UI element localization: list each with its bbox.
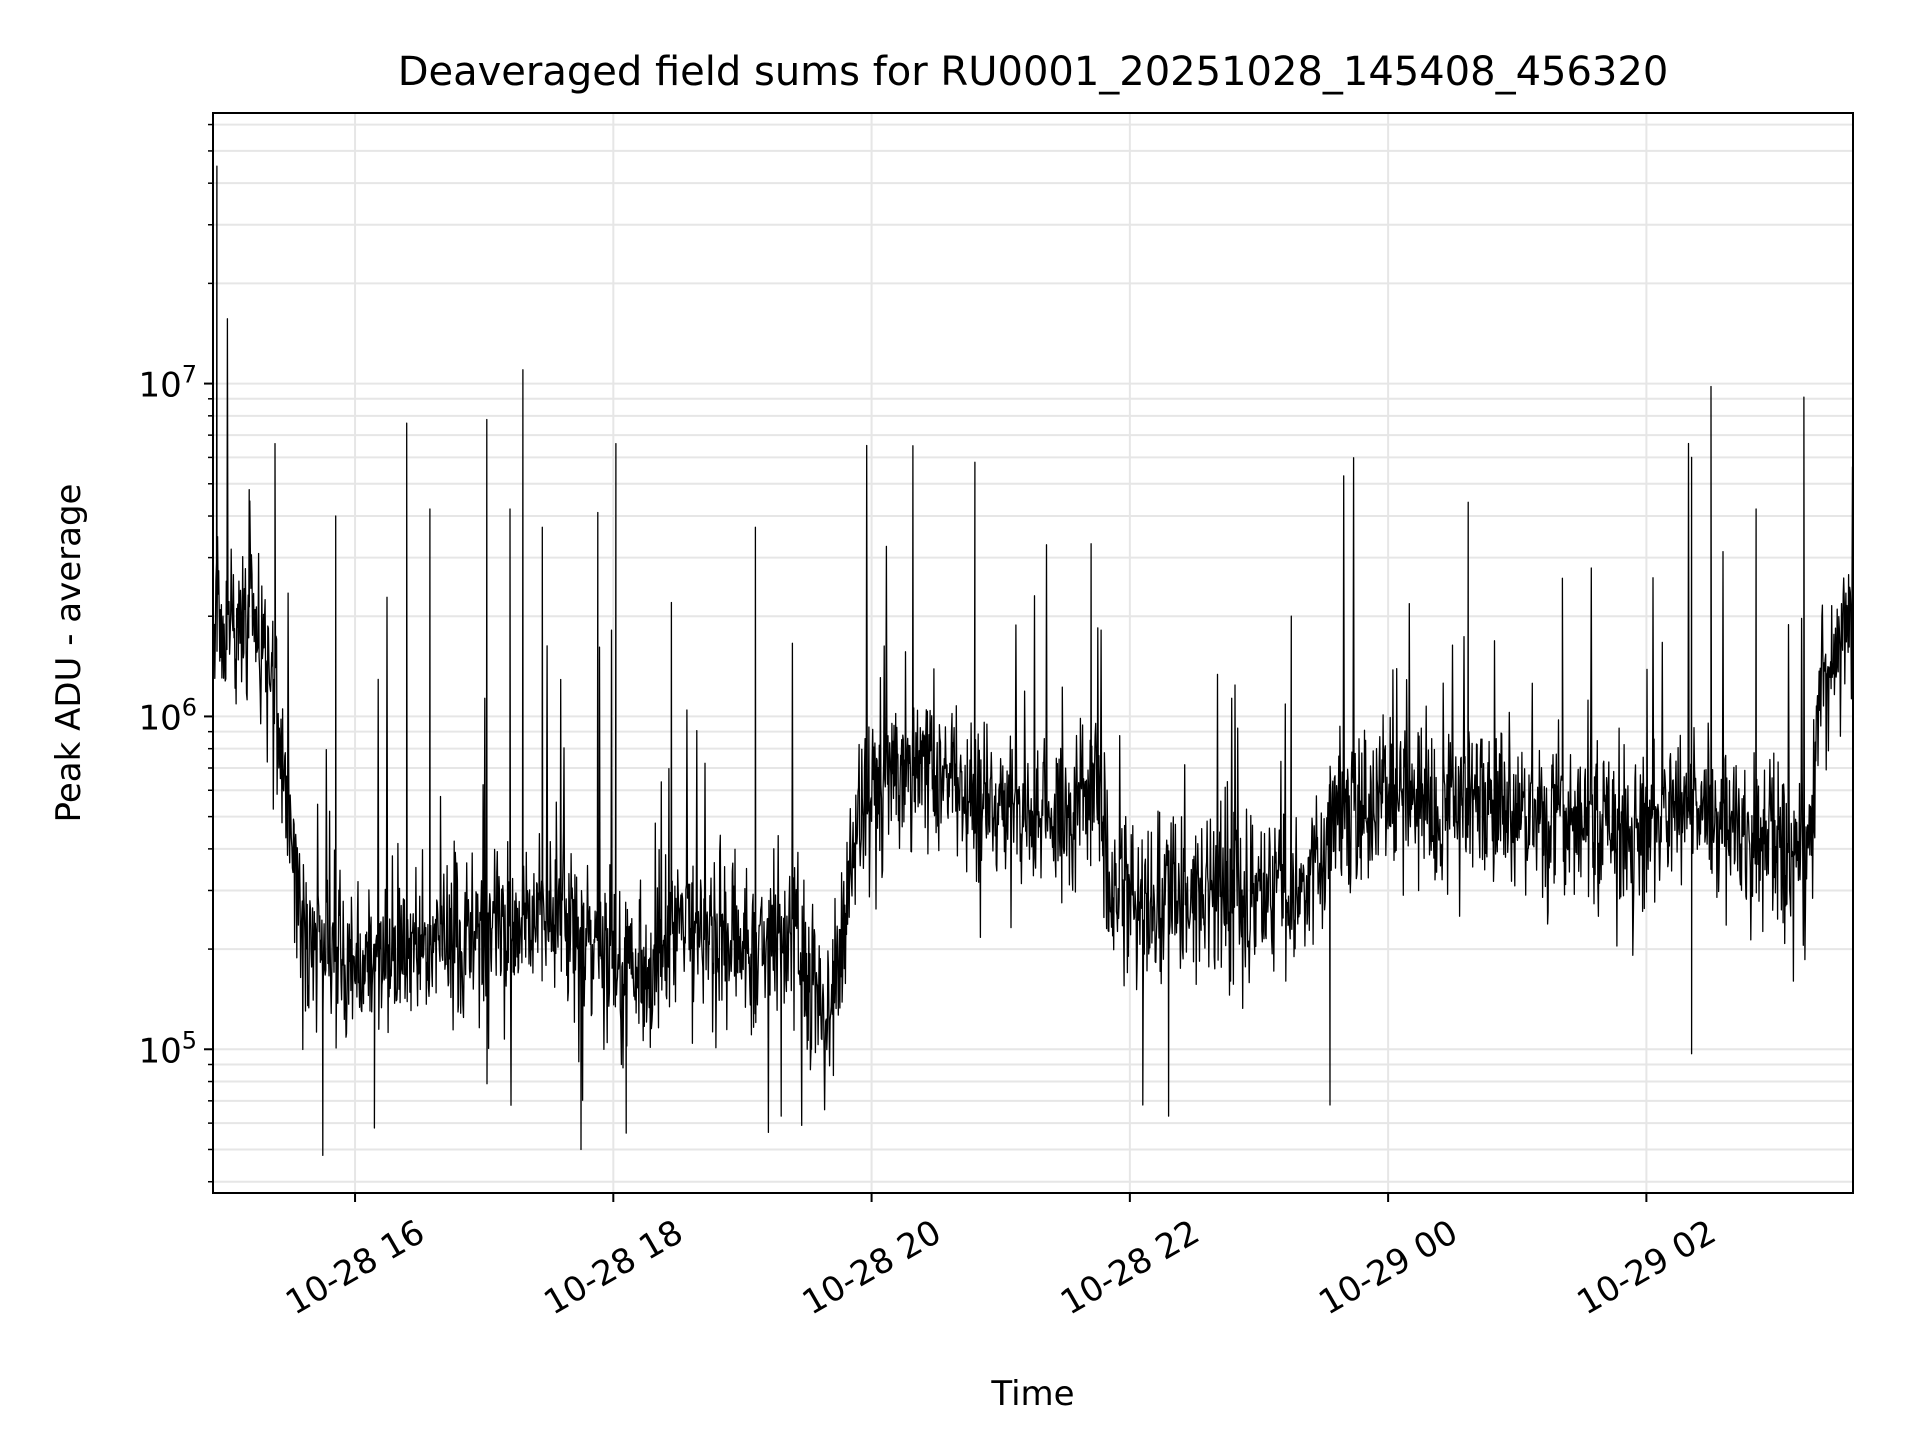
y-axis-label: Peak ADU - average xyxy=(49,484,89,823)
x-axis-label: Time xyxy=(990,1374,1074,1414)
plot-series xyxy=(213,165,1853,1157)
series-line xyxy=(213,165,1853,1157)
y-tick-label: 107 xyxy=(138,361,197,406)
y-tick-label: 105 xyxy=(138,1026,197,1071)
axes-frame xyxy=(212,112,1854,1194)
y-tick-label: 106 xyxy=(138,693,197,738)
chart-title: Deaveraged field sums for RU0001_2025102… xyxy=(398,49,1669,95)
